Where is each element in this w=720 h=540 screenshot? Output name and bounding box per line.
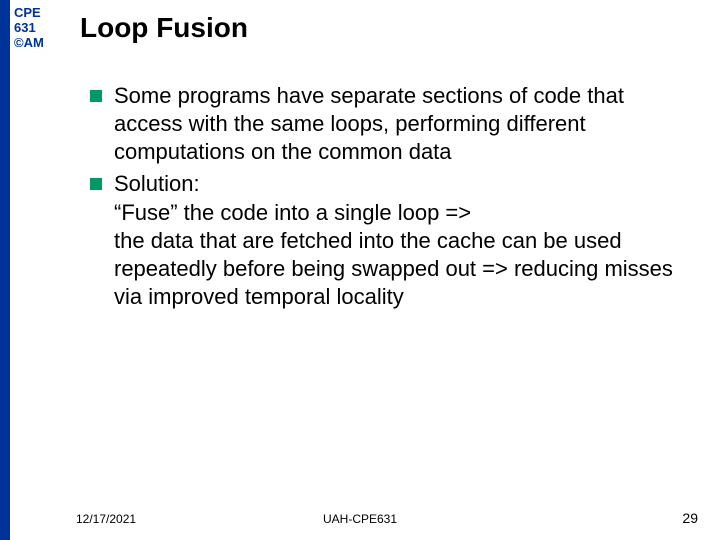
slide-content: Some programs have separate sections of … <box>90 82 690 315</box>
bullet-marker-icon <box>90 178 102 190</box>
footer-center: UAH-CPE631 <box>0 512 720 526</box>
bullet-item: Some programs have separate sections of … <box>90 82 690 166</box>
sidebar-stripe <box>0 0 10 540</box>
footer-page: 29 <box>682 510 698 526</box>
bullet-item: Solution:“Fuse” the code into a single l… <box>90 170 690 311</box>
course-line3: ©AM <box>14 36 44 51</box>
course-line1: CPE <box>14 6 44 21</box>
bullet-text: Some programs have separate sections of … <box>114 82 690 166</box>
course-tag: CPE 631 ©AM <box>14 6 44 51</box>
course-line2: 631 <box>14 21 44 36</box>
bullet-marker-icon <box>90 90 102 102</box>
bullet-text: Solution:“Fuse” the code into a single l… <box>114 170 690 311</box>
slide-title: Loop Fusion <box>80 12 248 44</box>
